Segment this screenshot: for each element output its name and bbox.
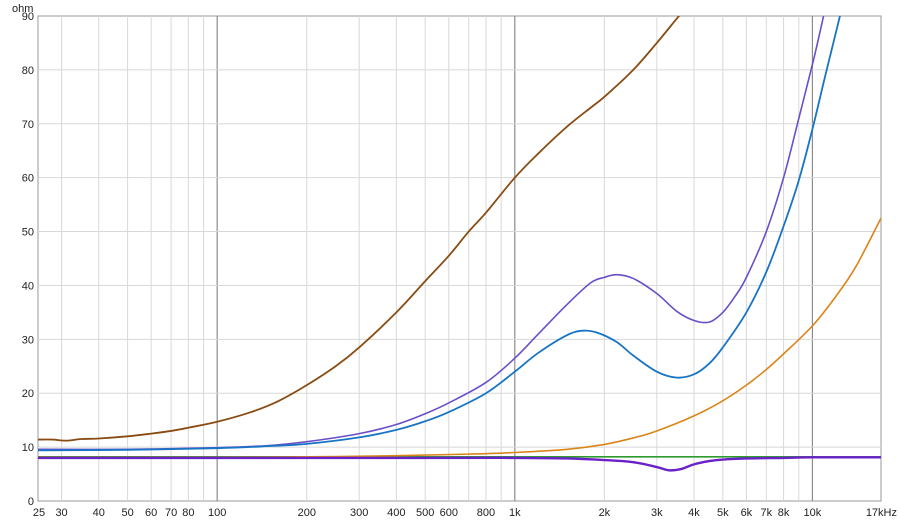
y-tick-labels: 0 10 20 30 40 50 60 70 80 90 — [22, 11, 34, 508]
x-tick-label: 70 — [165, 507, 177, 519]
y-tick-label: 80 — [22, 65, 34, 77]
series-group — [38, 16, 881, 472]
x-tick-label: 3k — [651, 507, 663, 519]
x-tick-label: 1k — [509, 507, 521, 519]
y-tick-label: 10 — [22, 442, 34, 454]
x-tick-label: 2k — [599, 507, 611, 519]
y-tick-label: 30 — [22, 334, 34, 346]
x-tick-label: 400 — [387, 507, 405, 519]
y-tick-label: 0 — [28, 496, 34, 508]
x-tick-label: 4k — [688, 507, 700, 519]
series-line-5 — [38, 16, 841, 452]
x-tick-label: 5k — [717, 507, 729, 519]
x-tick-label: 60 — [145, 507, 157, 519]
y-tick-label: 40 — [22, 280, 34, 292]
series-line-6 — [38, 456, 881, 472]
x-tick-label: 17kHz — [866, 507, 897, 519]
x-tick-label: 100 — [208, 507, 226, 519]
x-tick-labels: 25 30 40 50 60 70 80 100 200 300 400 500 600 800 1k 2k 3… — [33, 507, 897, 519]
x-tick-label: 25 — [33, 507, 45, 519]
y-tick-label: 90 — [22, 11, 34, 23]
y-tick-label: 20 — [22, 388, 34, 400]
grid — [38, 16, 881, 501]
x-tick-label: 200 — [298, 507, 316, 519]
x-tick-label: 800 — [477, 507, 495, 519]
plot-background — [37, 15, 882, 502]
x-tick-label: 40 — [93, 507, 105, 519]
x-tick-label: 6k — [741, 507, 753, 519]
x-tick-label: 30 — [55, 507, 67, 519]
y-tick-label: 60 — [22, 173, 34, 185]
x-tick-label: 500 — [416, 507, 434, 519]
x-tick-label: 600 — [440, 507, 458, 519]
series-line-3 — [38, 16, 681, 442]
y-axis-label: ohm — [12, 3, 33, 15]
x-tick-label: 7k — [761, 507, 773, 519]
y-tick-label: 70 — [22, 119, 34, 131]
x-tick-label: 50 — [121, 507, 133, 519]
y-tick-label: 50 — [22, 227, 34, 239]
series-line-2 — [38, 217, 881, 459]
x-tick-label: 10k — [804, 507, 822, 519]
x-tick-label: 80 — [182, 507, 194, 519]
series-line-4 — [38, 16, 825, 451]
x-tick-label: 300 — [350, 507, 368, 519]
x-tick-label: 8k — [778, 507, 790, 519]
